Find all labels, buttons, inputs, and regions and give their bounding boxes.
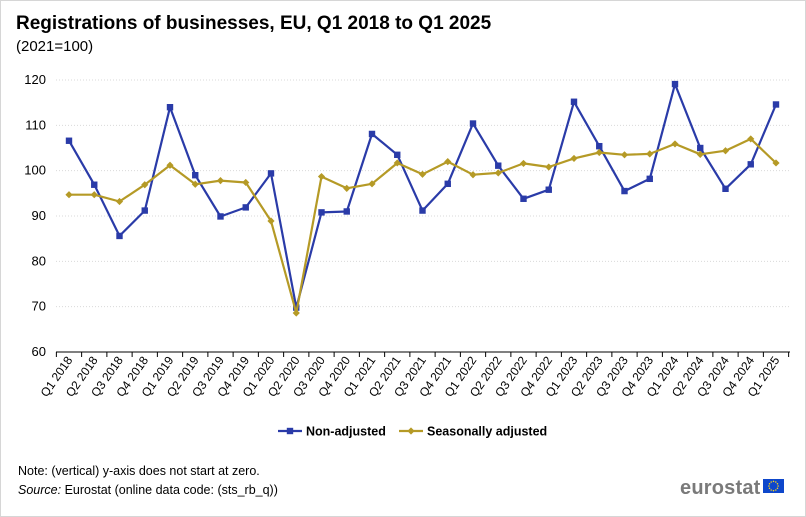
series-line-non-adjusted bbox=[68, 82, 778, 309]
data-point-non-adjusted bbox=[116, 232, 123, 240]
data-point-non-adjusted bbox=[697, 144, 704, 152]
data-point-non-adjusted bbox=[394, 151, 401, 158]
data-point-non-adjusted bbox=[772, 101, 780, 108]
legend-label: Seasonally adjusted bbox=[427, 425, 547, 439]
data-point-non-adjusted bbox=[318, 209, 325, 216]
data-point-seasonally-adjusted bbox=[65, 191, 73, 199]
data-point-seasonally-adjusted bbox=[747, 135, 755, 143]
data-point-seasonally-adjusted bbox=[620, 151, 629, 159]
data-point-seasonally-adjusted bbox=[570, 154, 578, 163]
y-tick-label: 70 bbox=[32, 299, 46, 314]
series-line-seasonally-adjusted bbox=[69, 137, 777, 315]
data-point-seasonally-adjusted bbox=[368, 180, 376, 188]
legend-marker bbox=[407, 427, 415, 435]
data-point-seasonally-adjusted bbox=[242, 178, 250, 187]
eu-stars-icon bbox=[768, 480, 779, 492]
data-point-non-adjusted bbox=[166, 104, 174, 111]
data-point-seasonally-adjusted bbox=[469, 171, 477, 179]
data-point-seasonally-adjusted bbox=[545, 163, 553, 171]
data-point-seasonally-adjusted bbox=[494, 169, 502, 177]
flag-star bbox=[770, 481, 772, 483]
data-point-non-adjusted bbox=[545, 186, 552, 193]
data-point-non-adjusted bbox=[65, 137, 73, 144]
flag-star bbox=[770, 489, 772, 491]
data-point-non-adjusted bbox=[469, 120, 477, 127]
flag-star bbox=[776, 482, 779, 485]
flag-star bbox=[775, 489, 777, 491]
data-point-non-adjusted bbox=[242, 204, 249, 211]
data-point-seasonally-adjusted bbox=[721, 147, 730, 155]
data-point-seasonally-adjusted bbox=[772, 159, 780, 167]
flag-star bbox=[776, 487, 779, 490]
data-point-seasonally-adjusted bbox=[317, 172, 326, 181]
flag-star bbox=[772, 480, 775, 483]
data-point-non-adjusted bbox=[570, 98, 578, 105]
data-point-seasonally-adjusted bbox=[519, 159, 528, 168]
data-point-non-adjusted bbox=[596, 142, 603, 150]
chart-note: Note: (vertical) y-axis does not start a… bbox=[18, 464, 260, 478]
data-point-non-adjusted bbox=[192, 172, 199, 179]
flag-star bbox=[777, 485, 779, 487]
y-tick-label: 90 bbox=[32, 208, 46, 223]
flag-star bbox=[768, 482, 771, 485]
data-point-seasonally-adjusted bbox=[90, 191, 98, 199]
data-point-non-adjusted bbox=[747, 161, 754, 168]
y-tick-label: 80 bbox=[32, 253, 46, 268]
data-point-non-adjusted bbox=[267, 170, 275, 177]
flag-star bbox=[775, 481, 777, 483]
y-tick-label: 120 bbox=[24, 72, 46, 87]
y-tick-label: 110 bbox=[25, 117, 46, 132]
data-point-non-adjusted bbox=[419, 207, 426, 214]
chart-title: Registrations of businesses, EU, Q1 2018… bbox=[16, 13, 492, 34]
data-point-seasonally-adjusted bbox=[646, 150, 654, 158]
data-point-seasonally-adjusted bbox=[267, 217, 275, 225]
data-point-seasonally-adjusted bbox=[393, 159, 401, 167]
data-point-non-adjusted bbox=[621, 187, 628, 195]
data-point-non-adjusted bbox=[444, 180, 451, 188]
source-label: Source: bbox=[18, 483, 62, 497]
data-point-seasonally-adjusted bbox=[343, 184, 351, 192]
legend-marker bbox=[286, 427, 294, 435]
source-text: Eurostat (online data code: (sts_rb_q)) bbox=[61, 483, 278, 497]
data-point-non-adjusted bbox=[217, 213, 224, 220]
flag-star bbox=[772, 489, 775, 492]
data-point-non-adjusted bbox=[671, 80, 679, 88]
data-point-seasonally-adjusted bbox=[444, 158, 452, 166]
data-point-seasonally-adjusted bbox=[141, 181, 149, 189]
eu-flag-icon bbox=[763, 479, 784, 493]
data-point-non-adjusted bbox=[343, 208, 350, 215]
data-point-seasonally-adjusted bbox=[166, 161, 174, 169]
flag-star bbox=[768, 487, 771, 490]
y-tick-label: 60 bbox=[32, 344, 46, 359]
data-point-non-adjusted bbox=[368, 130, 376, 138]
y-tick-label: 100 bbox=[24, 163, 46, 178]
data-point-non-adjusted bbox=[520, 195, 527, 202]
data-point-seasonally-adjusted bbox=[418, 170, 427, 178]
data-point-non-adjusted bbox=[141, 207, 148, 214]
chart-subtitle: (2021=100) bbox=[16, 38, 94, 55]
legend-label: Non-adjusted bbox=[306, 425, 386, 439]
data-point-non-adjusted bbox=[722, 185, 729, 192]
data-point-seasonally-adjusted bbox=[595, 148, 603, 157]
chart-source: Source: Eurostat (online data code: (sts… bbox=[18, 483, 278, 497]
data-point-non-adjusted bbox=[646, 175, 653, 183]
data-point-non-adjusted bbox=[495, 162, 502, 169]
data-point-seasonally-adjusted bbox=[292, 309, 300, 317]
data-point-non-adjusted bbox=[91, 181, 98, 188]
eurostat-logo: eurostat bbox=[680, 477, 761, 499]
data-point-seasonally-adjusted bbox=[191, 180, 199, 188]
data-point-seasonally-adjusted bbox=[216, 177, 225, 185]
data-point-seasonally-adjusted bbox=[115, 197, 124, 206]
data-point-seasonally-adjusted bbox=[696, 150, 704, 158]
flag-star bbox=[768, 485, 770, 487]
data-point-seasonally-adjusted bbox=[671, 140, 679, 148]
